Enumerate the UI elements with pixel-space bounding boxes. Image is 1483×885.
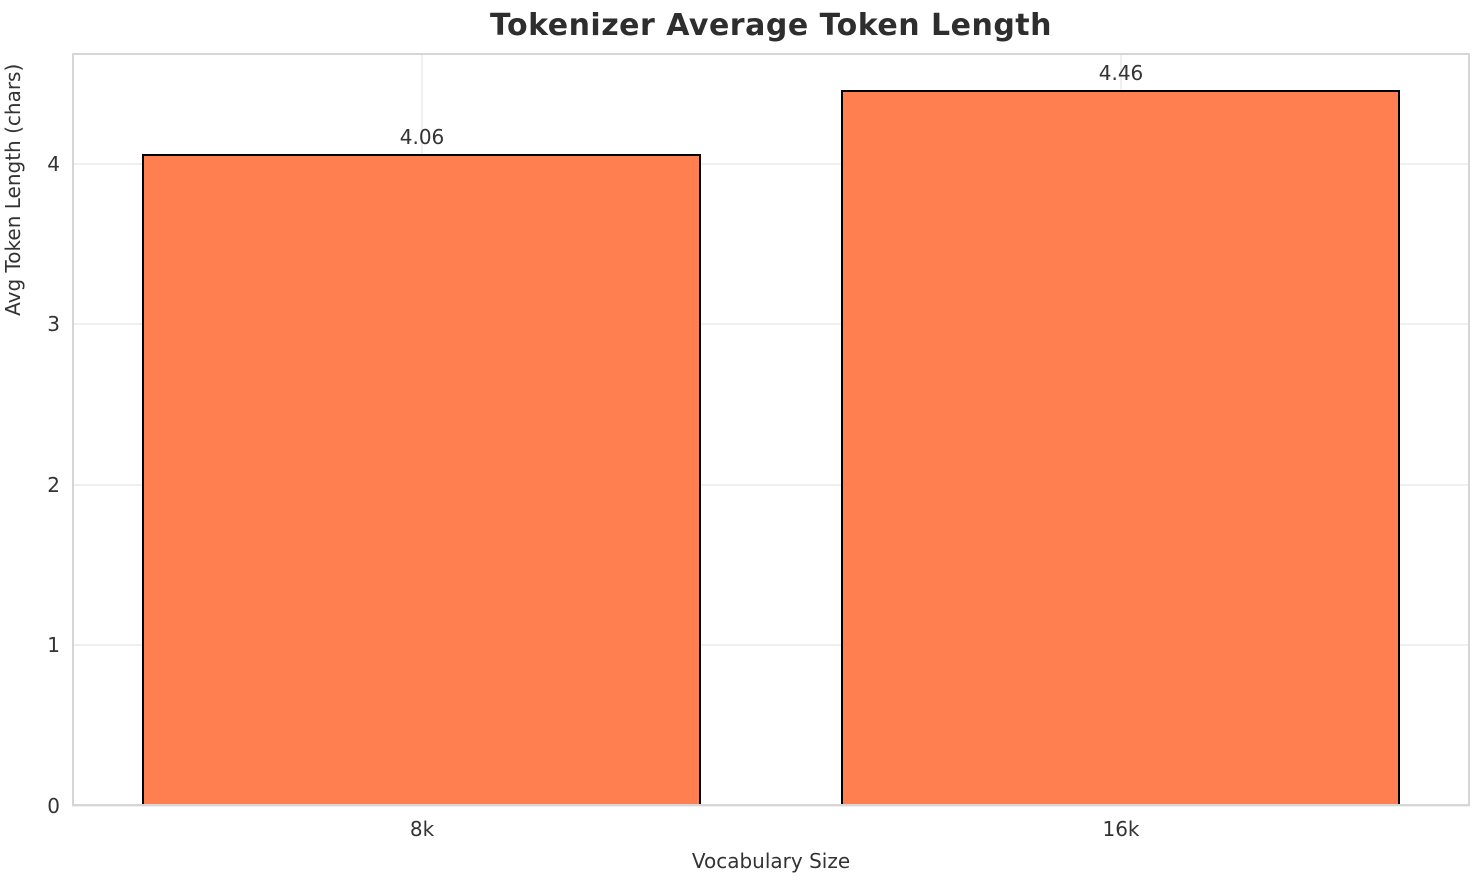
gridline-y-0 [72,805,1470,807]
bar-16k [841,90,1400,806]
y-tick-label-0: 0 [47,794,60,818]
gridline-y-1 [72,644,1470,647]
bar-value-label-8k: 4.06 [399,125,445,149]
bar-8k [142,154,701,806]
y-tick-label-4: 4 [47,152,60,176]
gridline-y-3 [72,323,1470,326]
x-axis-label: Vocabulary Size [691,849,851,873]
y-axis-label: Avg Token Length (chars) [1,63,25,316]
x-tick-label-16k: 16k [1102,817,1140,841]
plot-area: 4.06 4.46 [72,53,1470,807]
bar-value-label-16k: 4.46 [1098,61,1144,85]
gridline-y-4 [72,162,1470,165]
y-tick-label-1: 1 [47,633,60,657]
y-tick-label-3: 3 [47,312,60,336]
y-tick-label-2: 2 [47,473,60,497]
x-tick-label-8k: 8k [409,817,435,841]
gridline-y-2 [72,483,1470,486]
chart-title: Tokenizer Average Token Length [489,8,1052,43]
